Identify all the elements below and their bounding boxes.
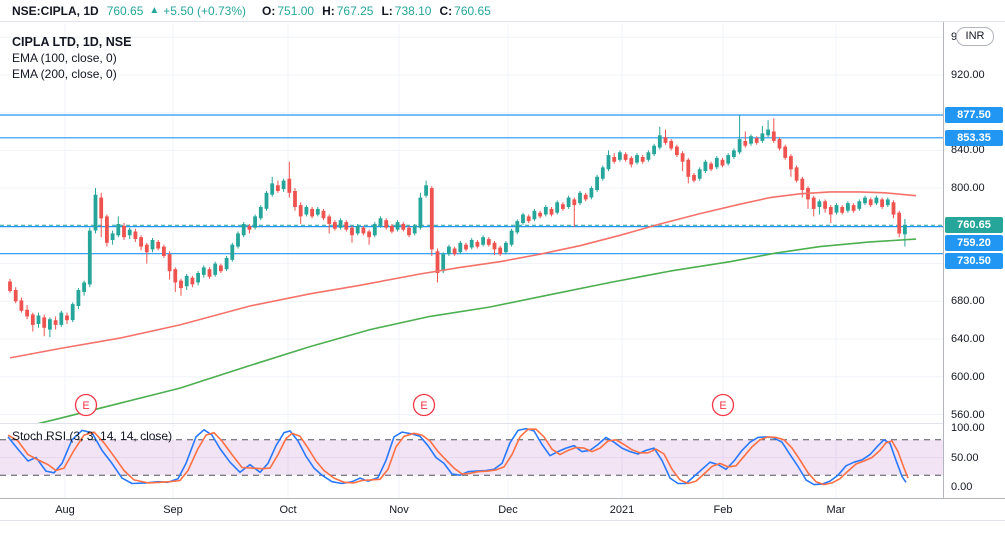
price-pane[interactable] [0,114,943,431]
candles-layer [8,115,907,338]
current-price-label: 760.65 [945,217,1003,234]
price-tick: 800.00 [951,182,985,195]
symbol-info-bar: NSE:CIPLA, 1D 760.65 ▲ +5.50 (+0.73%) O:… [0,0,1005,22]
stoch-tick: 0.00 [951,481,973,493]
stoch-tick: 50.00 [951,451,979,464]
price-tick: 920.00 [951,68,985,81]
earnings-marker[interactable]: E [74,393,98,417]
low-value: 738.10 [394,3,432,18]
gridlines [0,24,943,498]
low-label: L: [381,3,393,18]
price-tick: 600.00 [951,370,985,383]
earnings-marker[interactable]: E [711,393,735,417]
high-label: H: [322,3,335,18]
price-tick: 560.00 [951,408,985,421]
time-axis-label: Oct [279,504,297,516]
close-value: 760.65 [454,3,491,18]
horizontal-price-lines[interactable] [0,114,943,255]
ema100-line[interactable] [9,191,917,359]
stoch-tick: 100.00 [951,422,985,434]
ema200-line[interactable] [10,238,917,430]
svg-text:E: E [719,400,726,412]
time-axis[interactable]: Aug Sep Oct Nov Dec 2021 Feb Mar [0,498,1005,521]
time-axis-label: Nov [389,504,409,516]
price-level-label: 853.35 [945,129,1003,146]
price-level-label: 730.50 [945,252,1003,269]
high-value: 767.25 [336,3,374,18]
legend-symbol-title[interactable]: CIPLA LTD, 1D, NSE [12,35,132,49]
time-axis-label: Mar [826,504,846,516]
legend-ema100[interactable]: EMA (100, close, 0) [12,51,117,65]
price-tick: 680.00 [951,295,985,308]
open-label: O: [262,3,276,18]
price-tick: 640.00 [951,333,985,346]
stoch-d-line [7,428,909,486]
last-price: 760.65 [106,3,144,18]
stoch-k-line [7,427,907,486]
price-axis[interactable]: INR 960.00920.00840.00800.00720.00680.00… [943,22,1005,521]
price-level-label: 759.20 [945,234,1003,251]
up-arrow-icon: ▲ [149,5,160,16]
svg-text:E: E [82,400,89,412]
time-axis-label: Dec [498,504,518,516]
time-axis-label: Sep [163,504,183,516]
stoch-rsi-legend[interactable]: Stoch RSI (3, 3, 14, 14, close) [12,429,173,443]
close-label: C: [439,3,453,18]
time-axis-label: Aug [55,504,75,516]
open-value: 751.00 [277,3,315,18]
price-tick: 840.00 [951,144,985,157]
stoch-rsi-pane[interactable] [0,427,943,486]
time-axis-label: Feb [713,504,733,516]
price-level-label: 877.50 [945,107,1003,124]
stoch-band [0,439,943,476]
currency-button[interactable]: INR [956,27,994,46]
svg-text:E: E [420,400,427,412]
price-change: +5.50 (+0.73%) [163,3,247,18]
earnings-marker[interactable]: E [412,393,436,417]
chart-legend: CIPLA LTD, 1D, NSE EMA (100, close, 0) E… [12,34,131,82]
time-axis-label: 2021 [609,504,635,516]
symbol-name: NSE:CIPLA, 1D [12,3,99,18]
legend-ema200[interactable]: EMA (200, close, 0) [12,67,117,81]
